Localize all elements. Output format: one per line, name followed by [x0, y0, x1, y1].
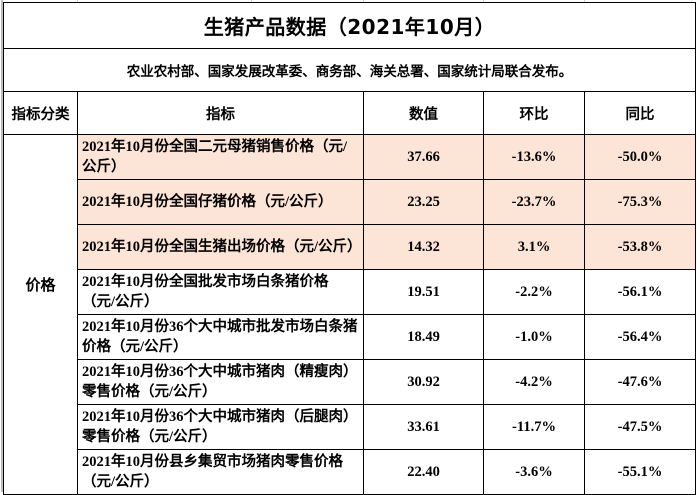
yoy-cell[interactable]: -75.3%: [584, 179, 696, 225]
header-yoy[interactable]: 同比: [584, 91, 696, 135]
mom-cell[interactable]: -4.2%: [483, 359, 585, 405]
mom-cell[interactable]: -1.0%: [483, 314, 585, 360]
mom-cell[interactable]: 3.1%: [483, 224, 585, 270]
indicator-cell[interactable]: 2021年10月份县乡集贸市场猪肉零售价格（元/公斤）: [77, 449, 364, 495]
table-row: 2021年10月份36个大中城市批发市场白条猪价格（元/公斤） 18.49 -1…: [4, 314, 696, 360]
header-mom[interactable]: 环比: [483, 91, 585, 135]
indicator-cell[interactable]: 2021年10月份全国生猪出场价格（元/公斤）: [77, 224, 364, 270]
yoy-cell[interactable]: -47.5%: [584, 404, 696, 450]
mom-cell[interactable]: -2.2%: [483, 269, 585, 315]
indicator-cell[interactable]: 2021年10月份36个大中城市猪肉（后腿肉）零售价格（元/公斤）: [77, 404, 364, 450]
mom-cell[interactable]: -13.6%: [483, 134, 585, 180]
value-cell[interactable]: 14.32: [363, 224, 484, 270]
table-title[interactable]: 生猪产品数据（2021年10月）: [3, 2, 696, 49]
value-cell[interactable]: 22.40: [363, 449, 484, 495]
gridline: [584, 0, 585, 2]
yoy-cell[interactable]: -56.4%: [584, 314, 696, 360]
indicator-cell[interactable]: 2021年10月份全国二元母猪销售价格（元/公斤）: [77, 134, 364, 180]
indicator-cell[interactable]: 2021年10月份36个大中城市猪肉（精瘦肉）零售价格（元/公斤）: [77, 359, 364, 405]
pig-product-data-table: 生猪产品数据（2021年10月） 农业农村部、国家发展改革委、商务部、海关总署、…: [3, 2, 696, 495]
table-row: 2021年10月份36个大中城市猪肉（后腿肉）零售价格（元/公斤） 33.61 …: [4, 404, 696, 450]
table-row: 2021年10月份36个大中城市猪肉（精瘦肉）零售价格（元/公斤） 30.92 …: [4, 359, 696, 405]
spreadsheet-gutter-line: [1, 0, 3, 492]
table-row: 2021年10月份全国生猪出场价格（元/公斤） 14.32 3.1% -53.8…: [4, 224, 696, 270]
yoy-cell[interactable]: -53.8%: [584, 224, 696, 270]
publisher-note[interactable]: 农业农村部、国家发展改革委、商务部、海关总署、国家统计局联合发布。: [3, 48, 696, 92]
header-indicator[interactable]: 指标: [77, 91, 364, 135]
value-cell[interactable]: 18.49: [363, 314, 484, 360]
table-row: 2021年10月份全国批发市场白条猪价格（元/公斤） 19.51 -2.2% -…: [4, 269, 696, 315]
value-cell[interactable]: 23.25: [363, 179, 484, 225]
indicator-cell[interactable]: 2021年10月份全国批发市场白条猪价格（元/公斤）: [77, 269, 364, 315]
mom-cell[interactable]: -11.7%: [483, 404, 585, 450]
gridline: [363, 0, 364, 2]
value-cell[interactable]: 19.51: [363, 269, 484, 315]
mom-cell[interactable]: -3.6%: [483, 449, 585, 495]
value-cell[interactable]: 30.92: [363, 359, 484, 405]
gridline: [483, 0, 484, 2]
yoy-cell[interactable]: -50.0%: [584, 134, 696, 180]
table-row: 价格 2021年10月份全国二元母猪销售价格（元/公斤） 37.66 -13.6…: [3, 134, 696, 495]
header-value[interactable]: 数值: [363, 91, 484, 135]
yoy-cell[interactable]: -55.1%: [584, 449, 696, 495]
header-row: 指标分类 指标 数值 环比 同比: [3, 91, 696, 135]
yoy-cell[interactable]: -47.6%: [584, 359, 696, 405]
table-row: 2021年10月份全国仔猪价格（元/公斤） 23.25 -23.7% -75.3…: [4, 179, 696, 225]
gridline: [251, 0, 252, 2]
mom-cell[interactable]: -23.7%: [483, 179, 585, 225]
yoy-cell[interactable]: -56.1%: [584, 269, 696, 315]
gridline: [77, 0, 78, 2]
header-category[interactable]: 指标分类: [3, 91, 78, 135]
table-row: 2021年10月份县乡集贸市场猪肉零售价格（元/公斤） 22.40 -3.6% …: [4, 449, 696, 495]
value-cell[interactable]: 37.66: [363, 134, 484, 180]
indicator-cell[interactable]: 2021年10月份全国仔猪价格（元/公斤）: [77, 179, 364, 225]
category-cell-price[interactable]: 价格: [3, 134, 78, 495]
value-cell[interactable]: 33.61: [363, 404, 484, 450]
indicator-cell[interactable]: 2021年10月份36个大中城市批发市场白条猪价格（元/公斤）: [77, 314, 364, 360]
